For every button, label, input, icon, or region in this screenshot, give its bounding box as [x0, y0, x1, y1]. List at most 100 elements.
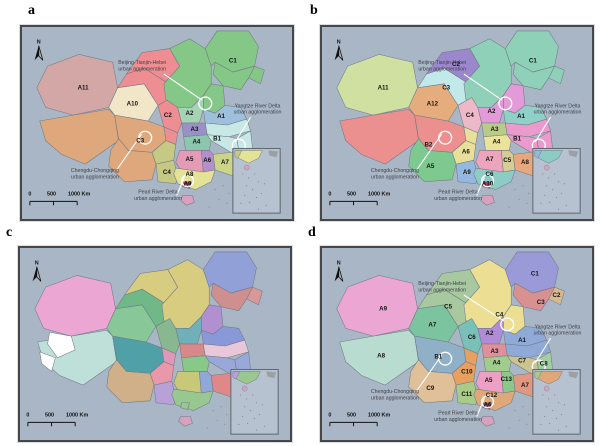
beijing-tianjin-hebei-label-line1: Beijing-Tianjin-Hebei	[418, 60, 466, 66]
inset-island-dot	[248, 177, 250, 179]
inset-island-dot	[560, 192, 563, 195]
region-w1	[47, 331, 76, 358]
pearl-river-delta-callout-line	[476, 177, 485, 196]
north-arrow-icon: N	[334, 40, 344, 61]
scale-0: 0	[328, 413, 331, 419]
inset-taiwan-patch	[268, 150, 279, 158]
region-label-C3: C3	[442, 85, 450, 92]
inset-island-dot	[249, 201, 251, 203]
region-hen	[179, 343, 206, 358]
inset-coast-blob-2	[234, 150, 243, 159]
region-A5	[408, 138, 457, 183]
region-label-C6: C6	[486, 171, 494, 178]
north-arrow-right-half	[36, 266, 42, 282]
inset-island-dot	[557, 208, 560, 210]
chengdu-chongqing-label-line1: Chengdu-Chongqing	[371, 168, 419, 174]
pearl-river-delta-label-line2: urban agglomeration	[434, 417, 482, 423]
island-speck	[212, 409, 214, 412]
region-label-A9: A9	[379, 306, 387, 313]
region-label-C1: C1	[229, 57, 237, 64]
yangtze-river-delta-label-line1: Yangtze River Delta	[535, 324, 581, 330]
inset-island-dot	[555, 417, 558, 420]
inset-taiwan-patch	[568, 150, 579, 158]
region-label-C7: C7	[518, 358, 526, 365]
inset-island-dot	[255, 402, 258, 404]
island-speck	[522, 185, 524, 187]
beijing-tianjin-hebei-label-line1: Beijing-Tianjin-Hebei	[418, 281, 466, 287]
region-label-C4: C4	[163, 169, 171, 176]
region-label-A11: A11	[378, 85, 390, 92]
region-label-A3: A3	[490, 348, 498, 355]
inset-island-dot	[560, 413, 563, 416]
pearl-river-delta-callout-line	[176, 177, 185, 196]
chengdu-chongqing-label-line2: urban agglomeration	[371, 395, 419, 401]
scale-500: 500	[347, 192, 356, 198]
scale-bar: 0 500 1000 Km	[26, 413, 88, 427]
region-label-C3: C3	[136, 138, 144, 145]
scale-bar: 0 500 1000 Km	[28, 192, 90, 206]
south-china-sea-inset	[230, 368, 279, 435]
chengdu-chongqing-callout-line	[416, 133, 443, 171]
north-arrow-right-half	[338, 266, 344, 282]
region-label-A8: A8	[186, 171, 194, 178]
region-label-C5: C5	[503, 157, 511, 164]
region-label-A2: A2	[488, 108, 496, 115]
island-speck	[522, 406, 524, 408]
region-label-A8: A8	[377, 353, 385, 360]
beijing-tianjin-hebei-circle	[198, 96, 213, 111]
chengdu-chongqing-label-line2: urban agglomeration	[371, 174, 419, 180]
region-label-C4: C4	[495, 312, 503, 319]
island-speck	[220, 406, 222, 408]
pearl-river-delta-circle	[480, 395, 495, 409]
region-C1	[212, 61, 255, 90]
region-label-A9: A9	[184, 181, 192, 188]
inset-island-dot	[557, 181, 560, 183]
island-speck	[526, 202, 528, 205]
region-label-C2: C2	[164, 112, 172, 119]
region-label-A9: A9	[463, 169, 471, 176]
region-label-A7: A7	[221, 159, 229, 166]
island-speck	[222, 185, 224, 187]
inset-hainan-island	[543, 385, 550, 392]
island-speck	[514, 188, 516, 191]
inset-island-dot	[542, 394, 544, 396]
inset-island-dot	[565, 204, 567, 206]
region-A4	[183, 134, 212, 151]
region-label-A1: A1	[217, 113, 225, 120]
scale-0: 0	[328, 192, 331, 198]
inset-hainan-island	[243, 164, 250, 171]
inset-island-dot	[549, 201, 551, 203]
yangtze-river-delta-callout-line	[534, 116, 552, 143]
pearl-river-delta-label-line2: urban agglomeration	[134, 196, 182, 202]
island-speck	[518, 198, 520, 201]
region-C4	[151, 140, 176, 165]
panel-letter-a: a	[28, 3, 35, 18]
inset-taiwan-patch	[266, 371, 277, 379]
inset-island-dot	[265, 204, 267, 206]
region-label-C13: C13	[501, 376, 513, 383]
pearl-river-delta-circle	[480, 174, 495, 188]
region-label-A1: A1	[517, 113, 525, 120]
scale-500: 500	[347, 413, 356, 419]
inset-island-dot	[244, 194, 246, 197]
inset-island-dot	[546, 185, 548, 187]
inset-island-dot	[253, 417, 256, 420]
region-label-C12: C12	[486, 392, 498, 399]
inset-coast-blob-2	[534, 150, 543, 159]
inset-island-dot	[563, 404, 565, 406]
inset-island-dot	[548, 398, 550, 400]
inset-island-dot	[258, 413, 261, 416]
region-A4	[483, 355, 512, 372]
region-label-A11: A11	[78, 85, 90, 92]
region-label-C1: C1	[529, 57, 537, 64]
region-label-C2: C2	[452, 61, 460, 68]
region-w2	[39, 351, 56, 372]
panel-letter-b: b	[310, 3, 318, 18]
yangtze-river-delta-callout-line	[234, 116, 252, 143]
inset-coast-blob-2	[534, 371, 543, 380]
inset-island-dot	[553, 394, 556, 396]
north-label: N	[337, 261, 341, 267]
inset-island-dot	[246, 398, 248, 400]
region-label-C11: C11	[461, 391, 473, 398]
region-label-C9: C9	[426, 385, 434, 392]
